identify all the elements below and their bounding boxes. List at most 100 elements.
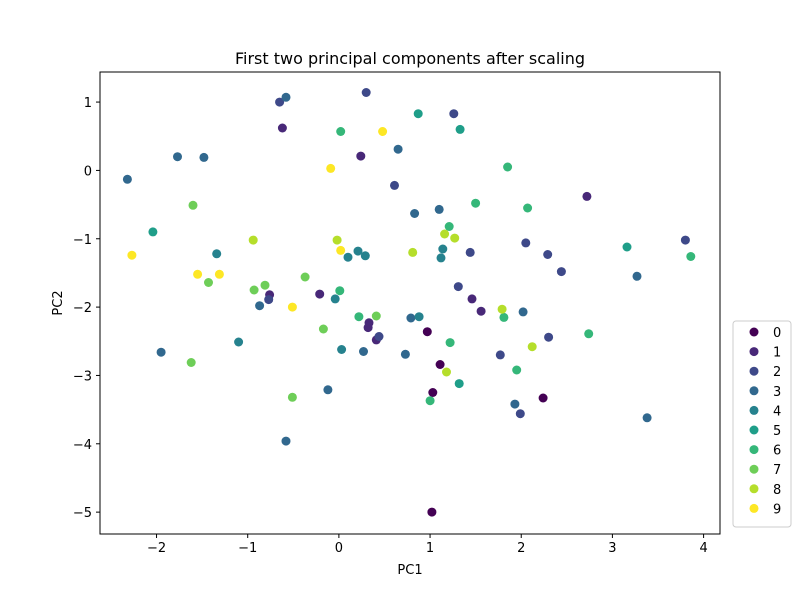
data-point-class-7 [287,392,297,402]
legend-marker [749,425,759,435]
data-point-class-4 [438,244,448,254]
data-point-class-4 [353,246,363,256]
data-point-class-1 [467,294,477,304]
legend-label: 7 [773,463,781,478]
data-point-class-4 [337,345,347,354]
x-axis: −2 −1 0 1 2 3 4 [147,534,708,556]
data-point-class-1 [315,289,325,299]
legend-label: 2 [773,365,781,380]
legend-marker [749,327,759,337]
legend-marker [749,347,759,357]
data-point-class-6 [471,198,481,208]
data-point-class-2 [264,295,274,305]
data-point-class-3 [518,307,528,317]
data-point-class-8 [408,247,418,257]
data-point-class-3 [434,204,444,214]
y-axis: 1 0 −1 −2 −3 −4 −5 [73,96,100,521]
data-point-class-2 [495,350,505,360]
data-point-class-3 [406,313,416,323]
data-point-class-6 [335,286,345,296]
data-point-class-8 [450,233,460,243]
data-point-class-9 [193,269,203,279]
data-point-class-7 [188,200,198,210]
data-point-class-5 [454,379,464,389]
data-point-class-4 [234,337,244,347]
data-point-class-4 [436,253,446,263]
data-point-class-3 [632,271,642,281]
legend-label: 0 [773,326,781,341]
data-point-class-6 [444,222,454,231]
data-point-class-0 [428,388,438,397]
y-tick-label: −1 [73,233,92,248]
y-axis-label: PC2 [51,290,66,315]
data-point-class-8 [497,304,507,314]
data-point-class-2 [374,332,384,341]
y-tick-label: −4 [73,438,92,453]
data-point-class-4 [212,249,222,259]
data-point-class-0 [422,327,432,337]
data-point-class-5 [455,124,465,134]
data-point-class-1 [277,123,287,133]
data-point-class-9 [326,163,336,173]
data-point-class-7 [249,285,259,295]
x-tick-label: 1 [426,541,434,556]
data-point-class-1 [356,151,366,161]
data-point-class-0 [538,393,548,403]
x-axis-label: PC1 [397,563,422,578]
data-point-class-8 [332,235,342,245]
data-point-class-2 [453,282,463,292]
data-point-class-6 [425,396,435,406]
data-point-class-3 [393,144,403,154]
data-point-class-3 [173,152,182,162]
data-point-class-3 [281,436,291,446]
data-point-class-2 [556,267,566,277]
legend-marker [749,464,759,474]
legend-label: 5 [773,424,781,439]
data-point-class-2 [680,235,690,245]
data-point-class-0 [435,360,445,369]
data-point-class-3 [400,349,410,359]
data-point-class-7 [186,358,196,367]
data-point-class-6 [354,312,364,322]
x-tick-label: −1 [238,541,257,556]
data-point-class-3 [281,92,291,102]
data-point-class-3 [359,347,368,356]
data-point-class-6 [584,329,594,339]
x-tick-label: 0 [335,541,343,556]
data-point-class-1 [364,318,374,328]
data-point-class-7 [260,280,270,290]
legend-marker [749,405,759,415]
legend-marker [749,484,759,494]
data-point-class-8 [440,229,450,239]
data-point-class-5 [413,109,423,119]
legend-label: 8 [773,483,781,498]
y-tick-label: −2 [73,301,92,316]
data-point-class-4 [343,252,353,262]
data-point-class-9 [127,250,137,260]
data-point-class-8 [248,235,258,245]
data-point-class-3 [199,152,209,162]
data-point-class-0 [427,507,437,517]
data-point-class-1 [582,191,592,201]
data-point-class-7 [204,278,213,287]
data-point-class-5 [148,227,158,237]
legend-box [732,320,792,528]
legend-label: 6 [773,444,781,459]
chart-title: First two principal components after sca… [235,49,585,68]
data-point-class-3 [255,301,265,311]
legend: 0 1 2 3 4 5 6 7 8 9 [732,320,792,528]
data-point-class-3 [510,399,520,409]
x-tick-label: −2 [147,541,166,556]
x-tick-label: 3 [608,541,616,556]
data-point-class-4 [414,312,424,322]
data-point-class-2 [521,238,531,248]
data-point-class-2 [449,109,459,119]
data-point-class-2 [275,97,285,107]
data-point-class-2 [515,409,525,419]
data-point-class-6 [499,312,509,322]
plot-frame [99,71,721,535]
data-point-class-6 [445,338,455,348]
